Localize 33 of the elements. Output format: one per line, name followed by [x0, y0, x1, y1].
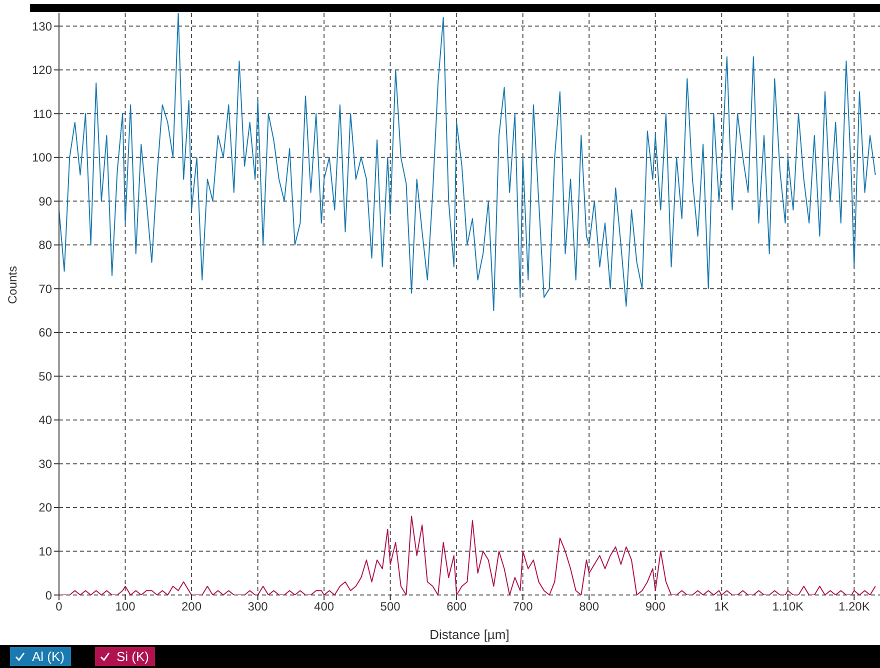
x-tick-label: 500 — [380, 600, 401, 614]
y-tick-label: 20 — [38, 500, 52, 515]
x-tick-label: 1.20K — [838, 600, 870, 614]
y-tick-label: 90 — [38, 194, 52, 208]
x-tick-label: 600 — [446, 600, 467, 614]
y-tick-label: 120 — [32, 63, 52, 78]
line-series — [59, 13, 876, 312]
x-tick-label: 100 — [115, 600, 136, 614]
x-tick-label: 0 — [56, 600, 63, 614]
y-tick-label: 80 — [38, 238, 52, 252]
legend-label: Al (K) — [30, 647, 70, 666]
y-tick-label: 50 — [38, 369, 52, 384]
y-tick-label: 0 — [45, 588, 52, 602]
x-tick-label: 400 — [314, 600, 334, 614]
x-tick-label: 300 — [248, 600, 268, 614]
y-tick-label: 70 — [38, 282, 52, 296]
y-tick-label: 130 — [32, 19, 52, 34]
y-tick-label: 100 — [32, 150, 52, 165]
y-tick-label: 60 — [38, 326, 52, 340]
legend-label: Si (K) — [114, 647, 155, 666]
y-tick-label: 40 — [38, 413, 52, 428]
line-series — [59, 516, 876, 595]
x-axis-title: Distance [µm] — [430, 627, 510, 642]
x-tick-label: 200 — [182, 600, 202, 614]
y-tick-label: 10 — [38, 544, 52, 558]
x-tick-label: 1K — [714, 600, 729, 614]
y-tick-label: 30 — [38, 456, 52, 471]
y-tick-label: 110 — [32, 106, 52, 121]
x-tick-label: 700 — [512, 600, 534, 614]
x-tick-label: 800 — [579, 600, 600, 614]
x-tick-label: 1.10K — [772, 600, 804, 614]
y-axis-title: Counts — [5, 266, 20, 304]
x-tick-label: 900 — [645, 600, 666, 614]
